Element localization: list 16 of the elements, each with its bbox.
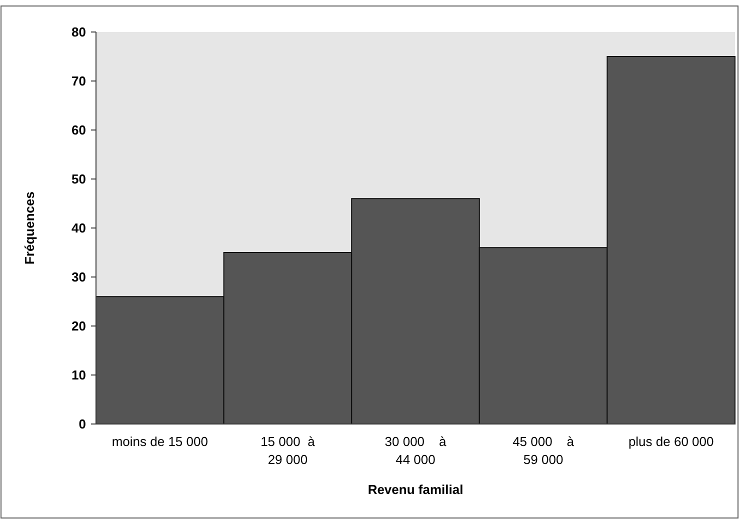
y-tick-label: 60: [72, 122, 86, 138]
x-tick-label: plus de 60 000: [628, 434, 714, 449]
y-tick-label: 20: [72, 318, 86, 334]
x-tick-label: moins de 15 000: [112, 434, 208, 449]
x-tick-label: 45 000 à 59 000: [512, 434, 575, 467]
y-tick-label: 30: [72, 270, 86, 285]
x-tick-label: 15 000 à 29 000: [260, 434, 316, 467]
x-axis-title: Revenu familial: [368, 482, 464, 497]
y-tick-label: 0: [78, 416, 86, 432]
y-tick-label: 70: [72, 74, 86, 89]
y-tick-label: 50: [72, 172, 86, 187]
y-tick-label: 40: [72, 220, 86, 236]
y-axis-title: Fréquences: [22, 192, 37, 264]
y-tick-label: 10: [72, 368, 86, 383]
x-tick-label: 30 000 à 44 000: [384, 434, 447, 467]
y-tick-label: 80: [72, 24, 86, 40]
